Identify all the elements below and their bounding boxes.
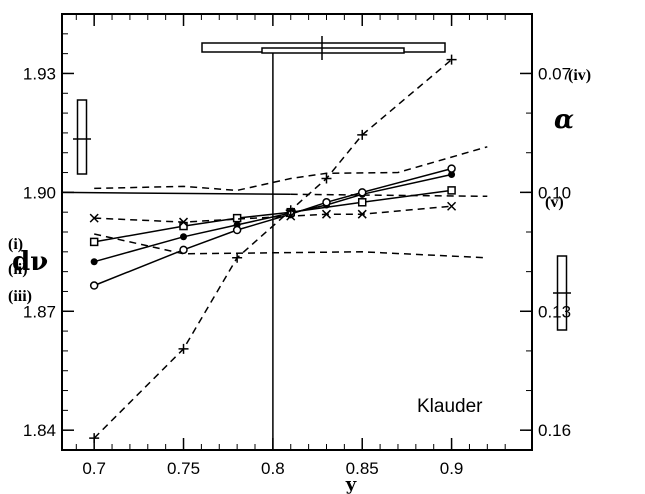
y-axis-right-title: α bbox=[554, 105, 574, 135]
series-2-point bbox=[448, 171, 456, 179]
x-tick-label: 0.85 bbox=[346, 459, 379, 478]
series-4-point bbox=[232, 252, 243, 263]
series-3-point bbox=[179, 245, 188, 255]
x-tick-label: 0.7 bbox=[82, 459, 106, 478]
y-right-tick-label: 0.13 bbox=[538, 302, 571, 321]
series-4-point bbox=[446, 54, 457, 65]
plot-frame bbox=[61, 13, 533, 451]
x-tick-label: 0.9 bbox=[440, 459, 464, 478]
series-line-5 bbox=[94, 205, 452, 223]
series-5-point bbox=[357, 209, 367, 219]
series-4-point bbox=[285, 205, 296, 216]
y-right-tick-label: 0.10 bbox=[538, 183, 571, 202]
series-3-point bbox=[322, 198, 331, 207]
series-5-point bbox=[286, 211, 296, 221]
series-1-point bbox=[232, 213, 242, 223]
series-line-1 bbox=[94, 189, 452, 243]
series-3-point bbox=[89, 281, 99, 290]
y-left-tick-label: 1.90 bbox=[23, 183, 56, 202]
series-5-point bbox=[447, 201, 457, 211]
upper-dashed-curve bbox=[94, 146, 488, 192]
left-error-box bbox=[76, 99, 88, 175]
series-4-point bbox=[178, 343, 189, 354]
y-axis-left-title: dν bbox=[12, 247, 48, 277]
series-3-point bbox=[357, 188, 367, 197]
y-right-tick-label: 0.07 bbox=[538, 64, 571, 83]
series-1-point bbox=[357, 198, 367, 207]
x-tick-label: 0.75 bbox=[167, 459, 200, 478]
series-3-point bbox=[447, 164, 456, 173]
series-5-point bbox=[178, 217, 189, 227]
series-4-point bbox=[357, 129, 368, 140]
series-2-point bbox=[90, 258, 98, 266]
y-left-tick-label: 1.87 bbox=[23, 302, 56, 321]
series-label-i: (i) bbox=[8, 236, 23, 253]
top-error-box-inner bbox=[261, 47, 405, 54]
reference-line-1-90 bbox=[61, 191, 291, 196]
x-tick-label: 0.8 bbox=[261, 459, 285, 478]
series-3-point bbox=[232, 225, 242, 235]
reference-line-dashed-extension bbox=[290, 193, 488, 198]
series-label-ii: (ii) bbox=[8, 261, 28, 278]
y-left-tick-label: 1.84 bbox=[23, 421, 56, 440]
series-4-point bbox=[321, 173, 332, 184]
series-2-point bbox=[180, 233, 188, 241]
series-1-point bbox=[89, 237, 99, 247]
series-5-point bbox=[321, 209, 332, 219]
series-1-point bbox=[447, 186, 456, 195]
y-left-tick-label: 1.93 bbox=[23, 64, 56, 83]
x-axis-title: y bbox=[345, 474, 357, 494]
series-label-v: (v) bbox=[545, 194, 564, 211]
series-label-iii: (iii) bbox=[8, 288, 32, 305]
series-5-point bbox=[89, 213, 99, 223]
y-right-tick-label: 0.16 bbox=[538, 421, 571, 440]
series-label-iv: (iv) bbox=[568, 67, 591, 84]
klauder-annotation: Klauder bbox=[417, 396, 483, 417]
